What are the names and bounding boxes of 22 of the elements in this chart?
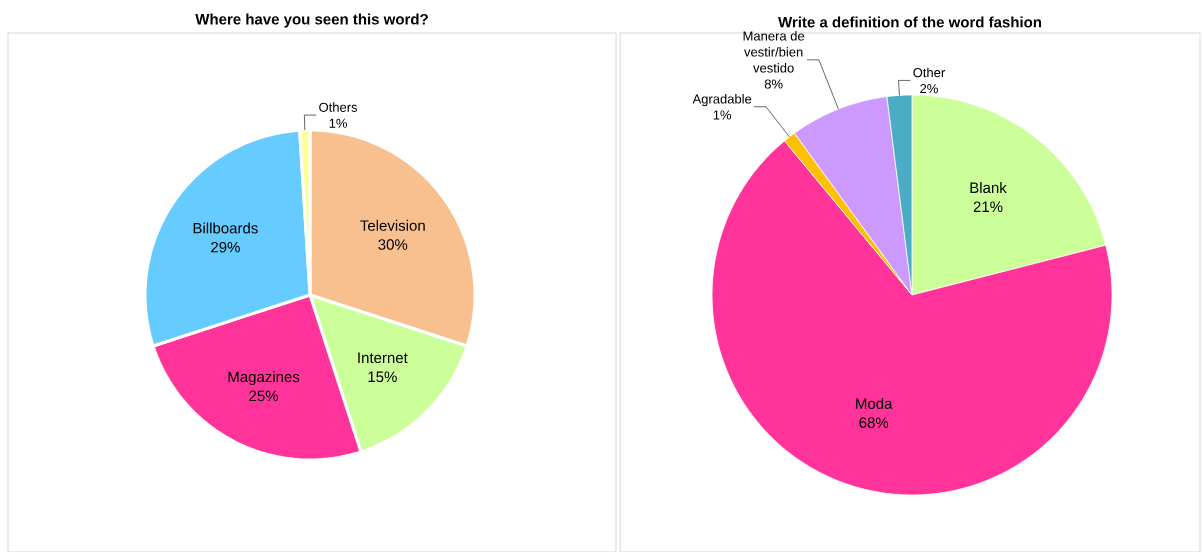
slice-label: Magazines [228,371,300,386]
slice-label: Others [319,102,358,112]
data-label: 8% [764,79,783,89]
slice-label: Agradable [692,94,752,107]
slice-label: Moda [856,397,893,409]
slice-label: Billboards [193,222,258,234]
chart-title: Write a definition of the word fashion [778,16,1042,28]
data-label: 15% [368,371,397,383]
slice-label: Internet [358,352,408,364]
data-label: 1% [329,118,347,128]
slice-label: Blank [970,182,1007,194]
data-label: 30% [378,239,408,250]
chart-title: Where have you seen this word? [195,13,428,28]
data-label: 2% [920,84,938,94]
slice-label: Manera de vestir/bien vestido [743,31,805,73]
data-label: 68% [859,417,889,428]
data-label: 29% [211,241,240,253]
data-label: 25% [249,390,279,402]
data-label: 1% [713,110,732,120]
data-label: 21% [973,201,1003,212]
slice-label: Other [913,67,945,78]
slice-label: Television [360,219,425,231]
